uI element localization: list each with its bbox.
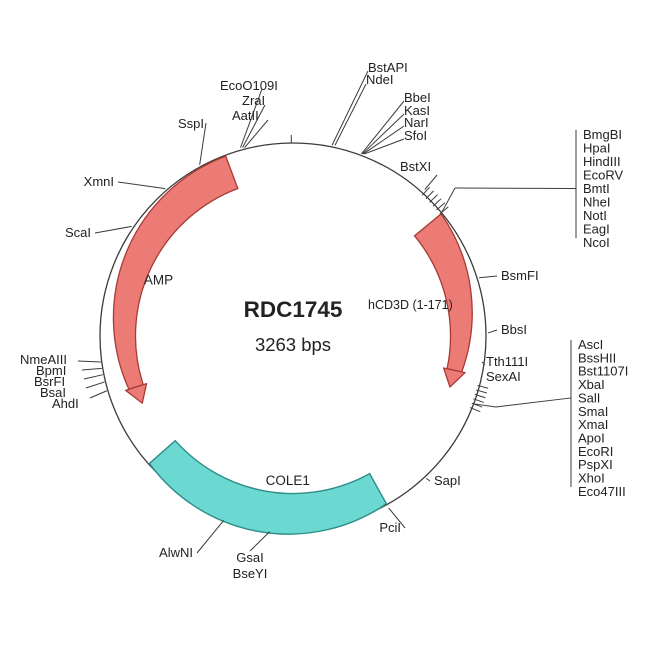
svg-text:SapI: SapI [434, 473, 461, 488]
svg-text:NcoI: NcoI [583, 235, 610, 250]
svg-text:BbsI: BbsI [501, 322, 527, 337]
svg-text:AhdI: AhdI [52, 396, 79, 411]
svg-text:NdeI: NdeI [366, 72, 393, 87]
svg-text:hCD3D (1-171): hCD3D (1-171) [368, 298, 453, 312]
svg-text:Tth111I: Tth111I [486, 354, 528, 369]
svg-text:SexAI: SexAI [486, 369, 521, 384]
svg-text:AlwNI: AlwNI [159, 545, 193, 560]
svg-text:GsaI: GsaI [236, 550, 263, 565]
svg-text:Eco47III: Eco47III [578, 484, 626, 499]
svg-text:XmnI: XmnI [84, 174, 114, 189]
svg-text:EcoO109I: EcoO109I [220, 78, 278, 93]
svg-text:BstXI: BstXI [400, 159, 431, 174]
svg-text:BseYI: BseYI [233, 566, 268, 581]
svg-text:SfoI: SfoI [404, 128, 427, 143]
svg-text:PciI: PciI [379, 520, 401, 535]
svg-text:AMP: AMP [144, 272, 173, 287]
svg-text:RDC1745: RDC1745 [244, 297, 343, 322]
svg-text:ZraI: ZraI [242, 93, 265, 108]
svg-text:SspI: SspI [178, 116, 204, 131]
svg-text:AatII: AatII [232, 108, 259, 123]
svg-text:ScaI: ScaI [65, 225, 91, 240]
svg-text:BsmFI: BsmFI [501, 268, 539, 283]
svg-text:COLE1: COLE1 [266, 473, 310, 488]
svg-text:3263 bps: 3263 bps [255, 334, 331, 355]
